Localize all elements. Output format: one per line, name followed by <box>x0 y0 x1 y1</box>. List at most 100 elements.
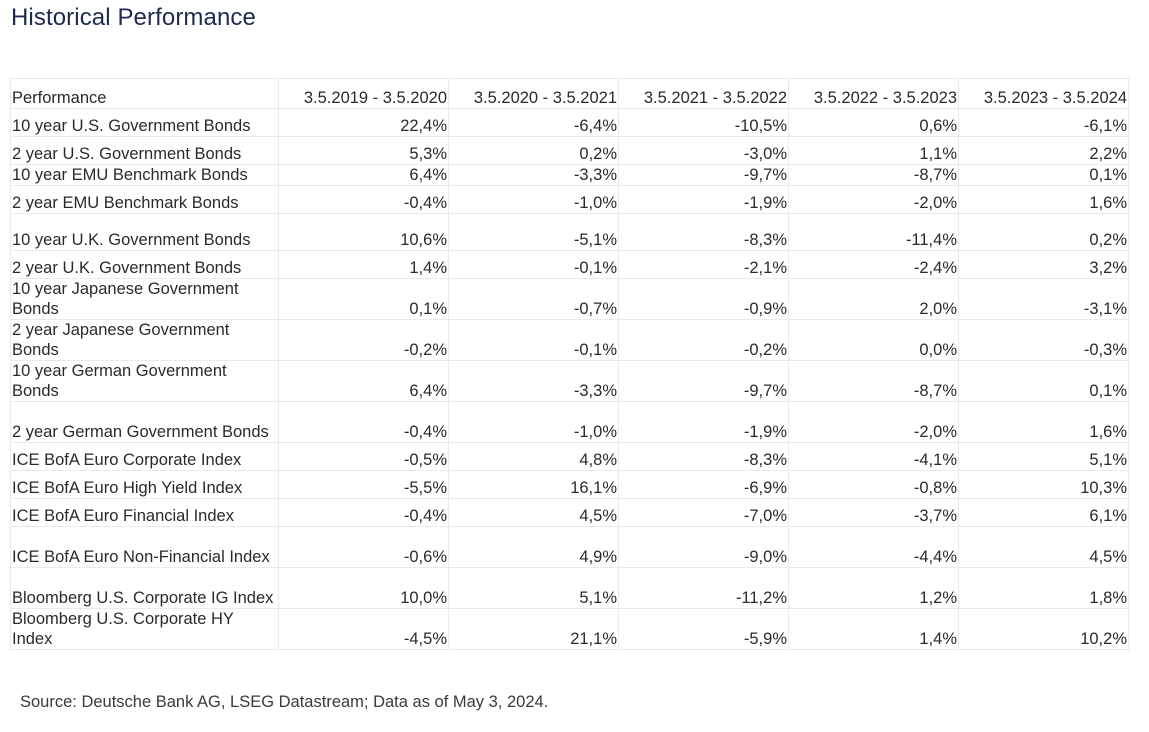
value-cell: 10,3% <box>958 470 1129 499</box>
value-cell: -1,9% <box>618 401 789 443</box>
value-cell: 22,4% <box>278 108 449 137</box>
value-cell: -3,0% <box>618 136 789 165</box>
value-cell: -0,1% <box>448 250 619 279</box>
value-cell: 1,6% <box>958 185 1129 214</box>
row-label: 10 year U.S. Government Bonds <box>10 108 279 137</box>
table-row: 10 year U.K. Government Bonds 10,6% -5,1% -… <box>10 213 1129 251</box>
value-cell: 1,4% <box>788 608 959 650</box>
column-header: Performance <box>10 78 279 109</box>
column-header: 3.5.2021 - 3.5.2022 <box>618 78 789 109</box>
value-cell: -6,9% <box>618 470 789 499</box>
table-row: Bloomberg U.S. Corporate IG Index 10,0% 5,… <box>10 567 1129 609</box>
value-cell: -0,4% <box>278 498 449 527</box>
value-cell: 4,5% <box>958 526 1129 568</box>
value-cell: -0,2% <box>618 319 789 361</box>
value-cell: -4,4% <box>788 526 959 568</box>
value-cell: 6,4% <box>278 360 449 402</box>
table-row: Bloomberg U.S. Corporate HY Index -4,5% 21… <box>10 608 1129 650</box>
value-cell: 10,6% <box>278 213 449 251</box>
value-cell: 5,1% <box>448 567 619 609</box>
value-cell: -2,0% <box>788 401 959 443</box>
value-cell: 5,1% <box>958 442 1129 471</box>
row-label: 2 year Japanese Government Bonds <box>10 319 279 361</box>
column-header: 3.5.2020 - 3.5.2021 <box>448 78 619 109</box>
table-row: ICE BofA Euro Corporate Index -0,5% 4,8% -8… <box>10 442 1129 471</box>
value-cell: -9,0% <box>618 526 789 568</box>
value-cell: -0,6% <box>278 526 449 568</box>
value-cell: -0,2% <box>278 319 449 361</box>
value-cell: -3,3% <box>448 164 619 186</box>
value-cell: -8,7% <box>788 360 959 402</box>
value-cell: 2,0% <box>788 278 959 320</box>
value-cell: 4,5% <box>448 498 619 527</box>
row-label: 10 year Japanese Government Bonds <box>10 278 279 320</box>
table-row: ICE BofA Euro Financial Index -0,4% 4,5% -7… <box>10 498 1129 527</box>
table-row: 2 year German Government Bonds -0,4% -1,0%… <box>10 401 1129 443</box>
row-label: 10 year U.K. Government Bonds <box>10 213 279 251</box>
table-row: ICE BofA Euro Non-Financial Index -0,6% 4,… <box>10 526 1129 568</box>
column-header: 3.5.2022 - 3.5.2023 <box>788 78 959 109</box>
value-cell: -4,5% <box>278 608 449 650</box>
table-row: 2 year U.S. Government Bonds 5,3% 0,2% -3,0… <box>10 136 1129 165</box>
row-label: 10 year German Government Bonds <box>10 360 279 402</box>
value-cell: -0,8% <box>788 470 959 499</box>
value-cell: 10,2% <box>958 608 1129 650</box>
column-header: 3.5.2023 - 3.5.2024 <box>958 78 1129 109</box>
value-cell: -0,5% <box>278 442 449 471</box>
value-cell: 0,2% <box>448 136 619 165</box>
table-body: 10 year U.S. Government Bonds 22,4% -6,4% -… <box>10 108 1129 650</box>
table-row: 10 year Japanese Government Bonds 0,1% -0,… <box>10 278 1129 320</box>
row-label: Bloomberg U.S. Corporate HY Index <box>10 608 279 650</box>
value-cell: 1,2% <box>788 567 959 609</box>
row-label: ICE BofA Euro Corporate Index <box>10 442 279 471</box>
row-label: Bloomberg U.S. Corporate IG Index <box>10 567 279 609</box>
value-cell: -6,1% <box>958 108 1129 137</box>
value-cell: -3,3% <box>448 360 619 402</box>
value-cell: 6,1% <box>958 498 1129 527</box>
value-cell: -0,3% <box>958 319 1129 361</box>
value-cell: 5,3% <box>278 136 449 165</box>
value-cell: 4,8% <box>448 442 619 471</box>
value-cell: -4,1% <box>788 442 959 471</box>
value-cell: -9,7% <box>618 164 789 186</box>
value-cell: 6,4% <box>278 164 449 186</box>
value-cell: -0,9% <box>618 278 789 320</box>
value-cell: 0,0% <box>788 319 959 361</box>
value-cell: 1,4% <box>278 250 449 279</box>
value-cell: 16,1% <box>448 470 619 499</box>
row-label: ICE BofA Euro High Yield Index <box>10 470 279 499</box>
value-cell: 0,1% <box>278 278 449 320</box>
value-cell: -10,5% <box>618 108 789 137</box>
value-cell: -1,0% <box>448 401 619 443</box>
value-cell: 0,2% <box>958 213 1129 251</box>
value-cell: -0,7% <box>448 278 619 320</box>
performance-table: Performance 3.5.2019 - 3.5.2020 3.5.2020… <box>10 78 1129 650</box>
page-title: Historical Performance <box>11 4 256 31</box>
value-cell: -3,1% <box>958 278 1129 320</box>
value-cell: 2,2% <box>958 136 1129 165</box>
row-label: 2 year U.S. Government Bonds <box>10 136 279 165</box>
value-cell: 0,1% <box>958 360 1129 402</box>
source-note: Source: Deutsche Bank AG, LSEG Datastrea… <box>20 693 549 711</box>
row-label: 2 year U.K. Government Bonds <box>10 250 279 279</box>
table-row: 2 year EMU Benchmark Bonds -0,4% -1,0% -1,9… <box>10 185 1129 214</box>
value-cell: -0,4% <box>278 401 449 443</box>
value-cell: -5,5% <box>278 470 449 499</box>
table-row: ICE BofA Euro High Yield Index -5,5% 16,1%… <box>10 470 1129 499</box>
column-header: 3.5.2019 - 3.5.2020 <box>278 78 449 109</box>
value-cell: 1,1% <box>788 136 959 165</box>
value-cell: 21,1% <box>448 608 619 650</box>
value-cell: 4,9% <box>448 526 619 568</box>
value-cell: -8,3% <box>618 213 789 251</box>
value-cell: 0,6% <box>788 108 959 137</box>
value-cell: -2,0% <box>788 185 959 214</box>
value-cell: 1,6% <box>958 401 1129 443</box>
value-cell: 3,2% <box>958 250 1129 279</box>
value-cell: -6,4% <box>448 108 619 137</box>
value-cell: -7,0% <box>618 498 789 527</box>
value-cell: -0,4% <box>278 185 449 214</box>
table-row: 10 year U.S. Government Bonds 22,4% -6,4% -… <box>10 108 1129 137</box>
value-cell: -3,7% <box>788 498 959 527</box>
row-label: 10 year EMU Benchmark Bonds <box>10 164 279 186</box>
value-cell: -2,4% <box>788 250 959 279</box>
